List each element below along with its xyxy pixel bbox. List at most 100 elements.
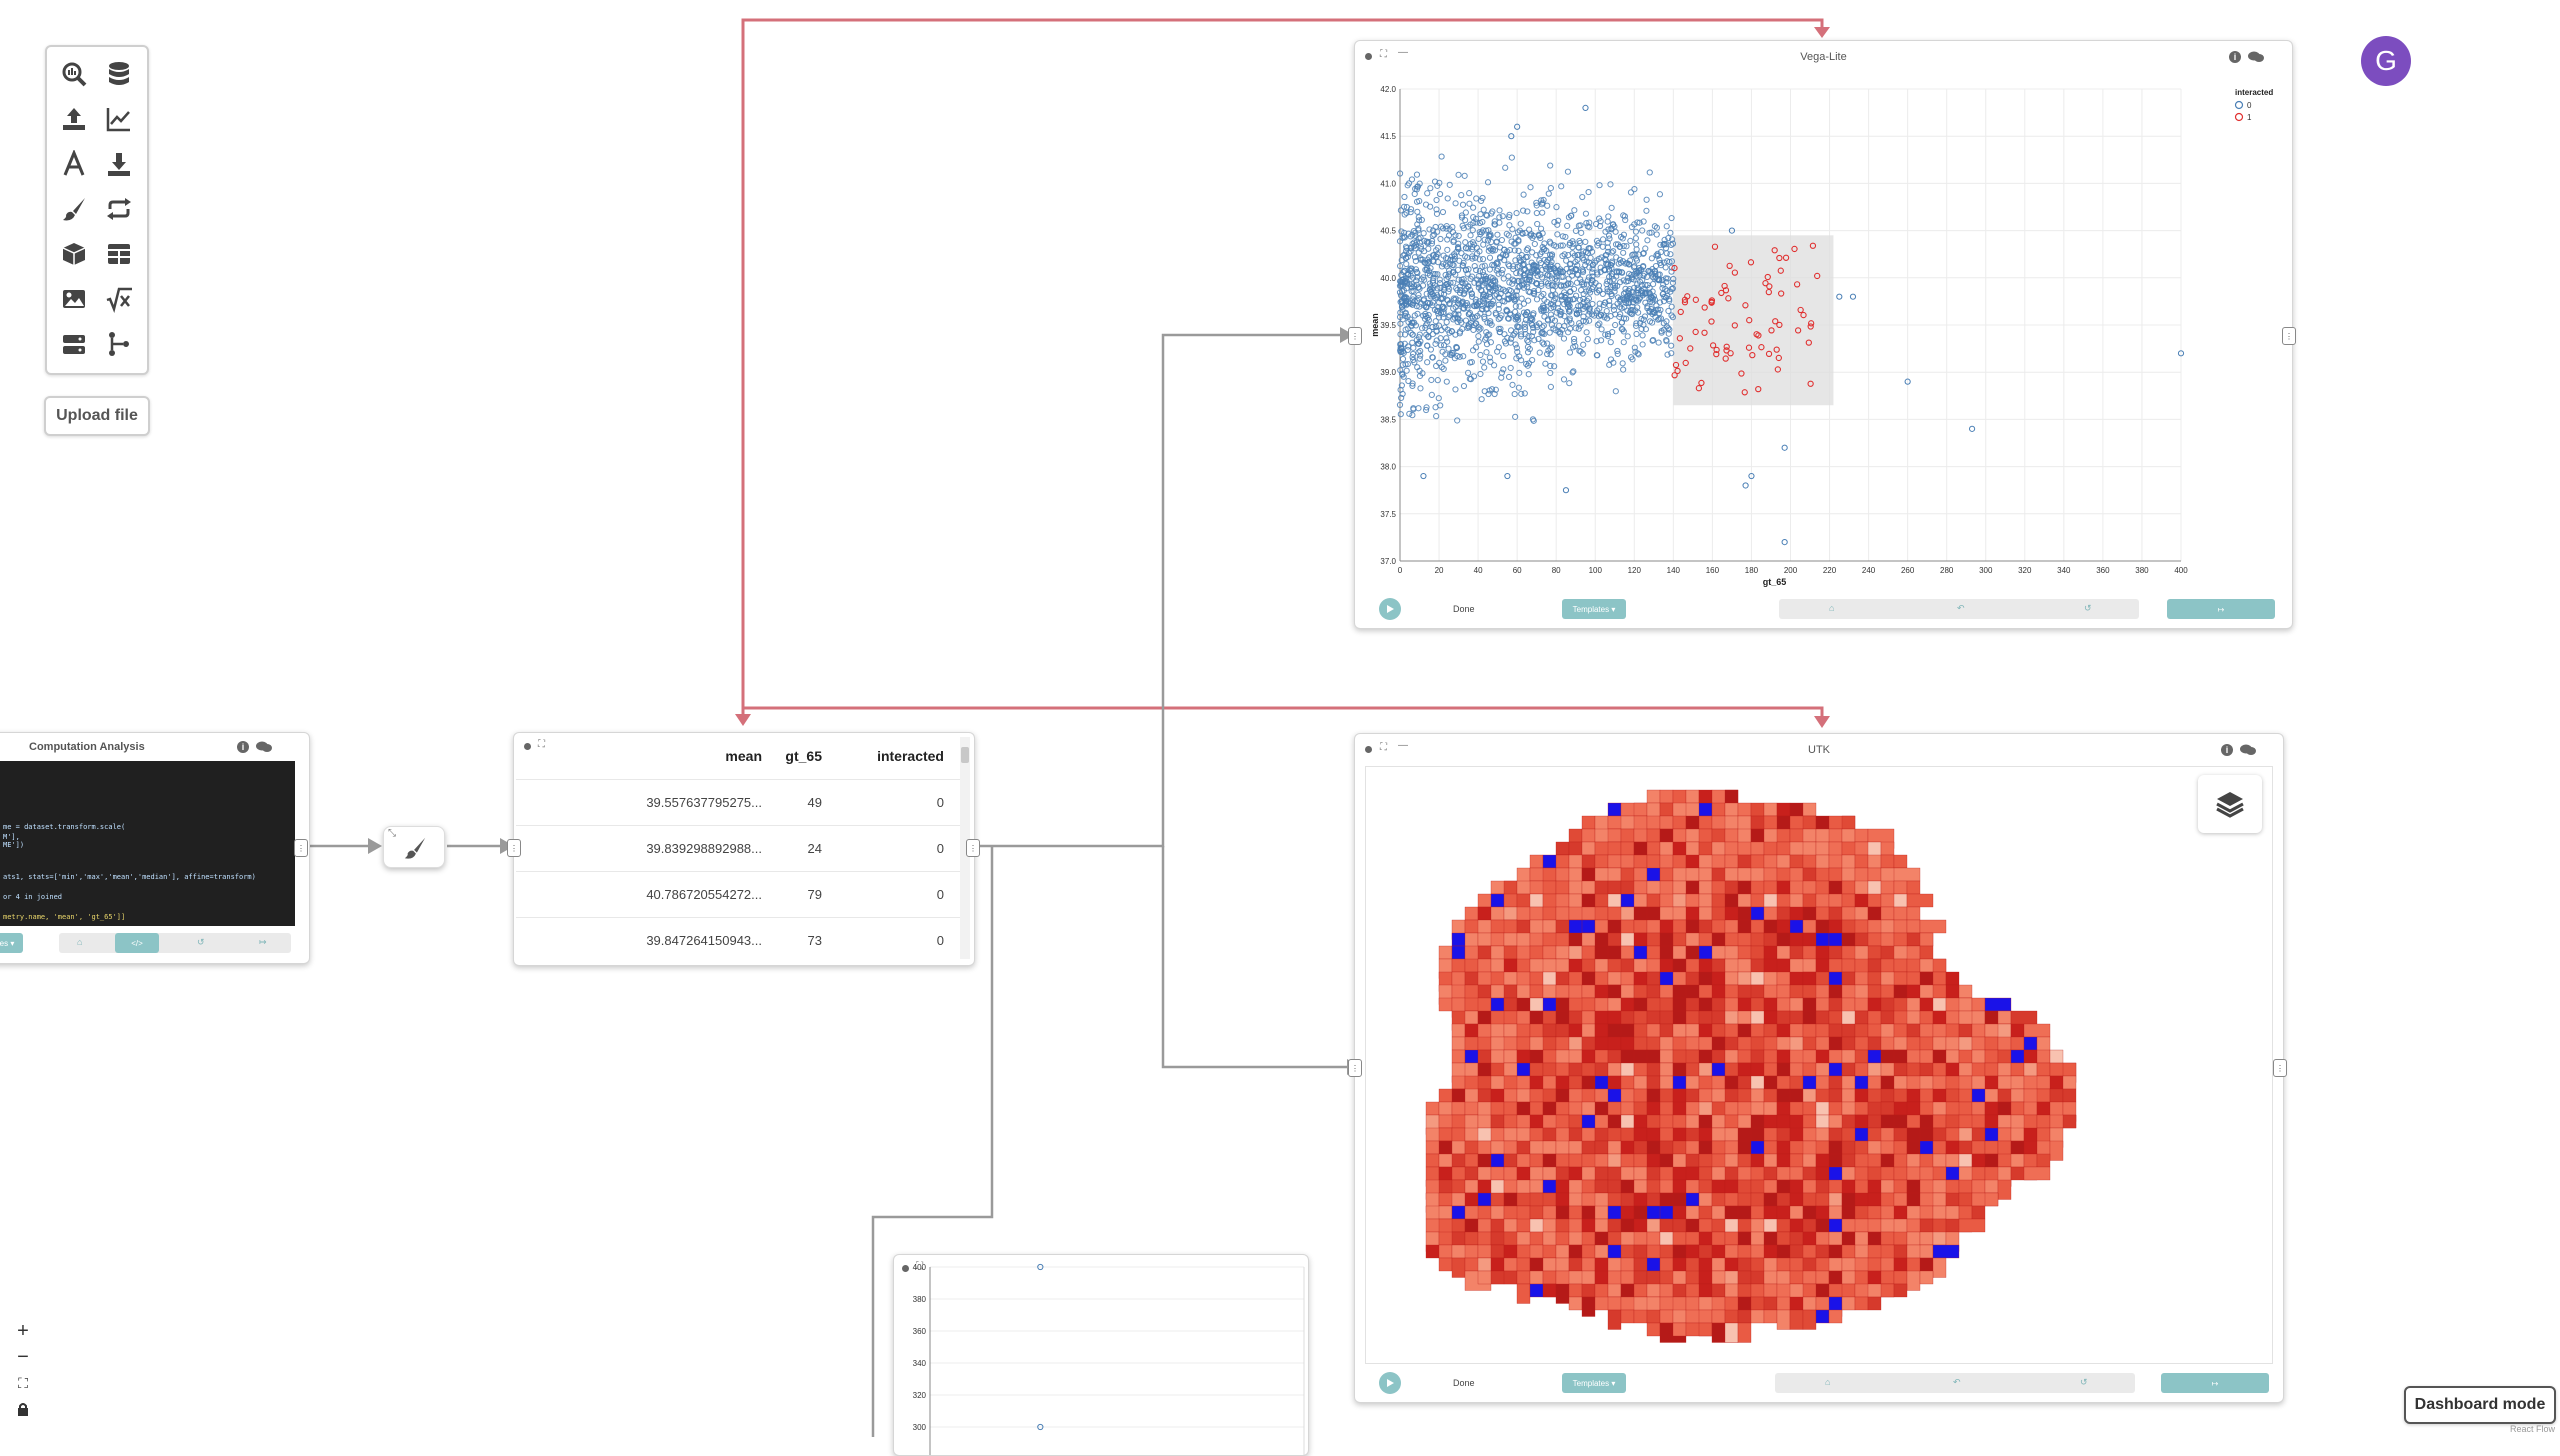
data-point — [1649, 281, 1657, 288]
upload-file-button[interactable]: Upload file — [44, 396, 150, 436]
chart-node[interactable]: ⛶ 300 320 340 360 380 400 — [893, 1254, 1309, 1456]
fit-view-button[interactable]: ⛶ — [6, 1370, 40, 1396]
computation-analysis-node[interactable]: Computation Analysis i me = dataset.tran… — [0, 732, 310, 964]
comments-icon[interactable] — [256, 741, 272, 753]
text-icon[interactable] — [57, 147, 91, 181]
terminal-icon[interactable]: ⌂ — [1825, 1377, 1831, 1387]
dashboard-mode-button[interactable]: Dashboard mode — [2404, 1386, 2556, 1424]
map-region — [1646, 1322, 1661, 1337]
minimize-icon[interactable]: — — [1398, 740, 1408, 751]
templates-button[interactable]: Templates ▾ — [1562, 599, 1626, 619]
input-handle[interactable]: ⋮ — [1348, 327, 1362, 345]
table-cell[interactable]: 40.786720554272... — [646, 887, 762, 902]
output-handle[interactable]: ⋮ — [2273, 1059, 2287, 1077]
branch-icon[interactable] — [102, 327, 136, 361]
export-icon[interactable]: ↦ — [259, 937, 267, 947]
cube-icon[interactable] — [57, 237, 91, 271]
expand-icon[interactable]: ⛶ — [1380, 742, 1387, 753]
data-point — [1534, 220, 1541, 228]
edge-table-to-utk-data[interactable] — [1161, 846, 1352, 1069]
code-editor[interactable]: me = dataset.transform.scale( M'], ME'])… — [0, 761, 295, 926]
column-header-interacted[interactable]: interacted — [877, 748, 944, 764]
info-icon[interactable]: i — [2229, 51, 2241, 63]
sqrt-icon[interactable] — [102, 282, 136, 316]
zoom-out-button[interactable]: − — [6, 1344, 40, 1370]
brush-icon[interactable] — [57, 192, 91, 226]
map-region — [2010, 1088, 2025, 1103]
history-icon[interactable]: ↶ — [1953, 1377, 1961, 1387]
table-cell[interactable]: 24 — [807, 841, 822, 856]
terminal-icon[interactable]: ⌂ — [1829, 603, 1835, 613]
map-region — [1464, 1244, 1479, 1259]
table-cell[interactable]: 39.847264150943... — [646, 933, 762, 948]
attribution[interactable]: React Flow — [2510, 1424, 2556, 1434]
edge-table-to-vega[interactable] — [741, 18, 1824, 724]
undo-icon[interactable]: ↺ — [2080, 1377, 2088, 1387]
export-button[interactable]: ↦ — [2161, 1373, 2269, 1393]
avatar[interactable]: G — [2361, 36, 2411, 86]
line-chart-icon[interactable] — [102, 102, 136, 136]
templates-button[interactable]: Templates ▾ — [1562, 1373, 1626, 1393]
code-button[interactable]: </> — [115, 933, 159, 953]
table-cell[interactable]: 0 — [936, 795, 944, 810]
lock-button[interactable] — [6, 1396, 40, 1422]
database-icon[interactable] — [102, 57, 136, 91]
table-cell[interactable]: 49 — [807, 795, 822, 810]
scrollbar[interactable] — [960, 737, 970, 959]
column-header-mean[interactable]: mean — [725, 748, 762, 764]
info-icon[interactable]: i — [2221, 744, 2233, 756]
table-cell[interactable]: 39.839298892988... — [646, 841, 762, 856]
comments-icon[interactable] — [2248, 51, 2264, 63]
history-icon[interactable]: ↶ — [1957, 603, 1965, 613]
table-cell[interactable]: 0 — [936, 933, 944, 948]
column-header-gt-65[interactable]: gt_65 — [785, 748, 822, 764]
repeat-icon[interactable] — [102, 192, 136, 226]
edge-table-to-vega-data[interactable] — [970, 333, 1345, 848]
input-handle[interactable]: ⋮ — [1348, 1059, 1362, 1077]
terminal-icon[interactable]: ⌂ — [77, 937, 83, 947]
scrollbar-thumb[interactable] — [961, 747, 969, 763]
expand-icon[interactable]: ⛶ — [916, 1261, 923, 1272]
play-button[interactable] — [1379, 1372, 1401, 1394]
table-cell[interactable]: 73 — [807, 933, 822, 948]
input-handle[interactable]: ⋮ — [507, 839, 521, 857]
edge-table-to-chart[interactable] — [871, 846, 994, 1437]
map-region — [1529, 1270, 1544, 1285]
search-data-icon[interactable] — [57, 57, 91, 91]
table-cell[interactable]: 79 — [807, 887, 822, 902]
layers-button[interactable] — [2198, 775, 2262, 833]
scatter-chart[interactable]: 0 20 40 60 80 100 120 140 160 180 200 220 240 260 280 3… — [1365, 71, 2285, 591]
filter-node[interactable]: ⤡ — [383, 826, 445, 868]
map-view[interactable] — [1365, 766, 2273, 1364]
utk-node[interactable]: ⛶ — UTK i Done Templates ▾ ⌂ ↶ ↺ ↦ ⋮ ⋮ — [1348, 733, 2287, 1403]
choropleth-map[interactable] — [1366, 767, 2272, 1363]
table-cell[interactable]: 39.557637795275... — [646, 795, 762, 810]
comments-icon[interactable] — [2240, 744, 2256, 756]
output-handle[interactable]: ⋮ — [966, 839, 980, 857]
minimize-icon[interactable]: — — [1398, 47, 1408, 58]
map-region — [1490, 1088, 1505, 1103]
table-cell[interactable]: 0 — [936, 841, 944, 856]
vega-lite-node[interactable]: ⛶ — Vega-Lite i 0 20 40 60 80 100 120 140 160 180… — [1348, 40, 2296, 629]
info-icon[interactable]: i — [237, 741, 249, 753]
output-handle[interactable]: ⋮ — [2282, 327, 2296, 345]
play-button[interactable] — [1379, 598, 1401, 620]
edge-table-to-utk[interactable] — [741, 706, 1824, 724]
upload-icon[interactable] — [57, 102, 91, 136]
image-icon[interactable] — [57, 282, 91, 316]
expand-icon[interactable]: ⤡ — [388, 828, 396, 839]
table-icon[interactable] — [102, 237, 136, 271]
expand-icon[interactable]: ⛶ — [538, 739, 545, 750]
server-icon[interactable] — [57, 327, 91, 361]
output-handle[interactable]: ⋮ — [294, 839, 308, 857]
undo-icon[interactable]: ↺ — [197, 937, 205, 947]
undo-icon[interactable]: ↺ — [2084, 603, 2092, 613]
table-cell[interactable]: 0 — [936, 887, 944, 902]
table-node[interactable]: ⛶ mean gt_65 interacted 39.557637795275.… — [507, 732, 980, 966]
zoom-in-button[interactable]: + — [6, 1318, 40, 1344]
templates-button[interactable]: es ▾ — [0, 933, 23, 953]
export-button[interactable]: ↦ — [2167, 599, 2275, 619]
expand-icon[interactable]: ⛶ — [1380, 49, 1387, 60]
download-icon[interactable] — [102, 147, 136, 181]
